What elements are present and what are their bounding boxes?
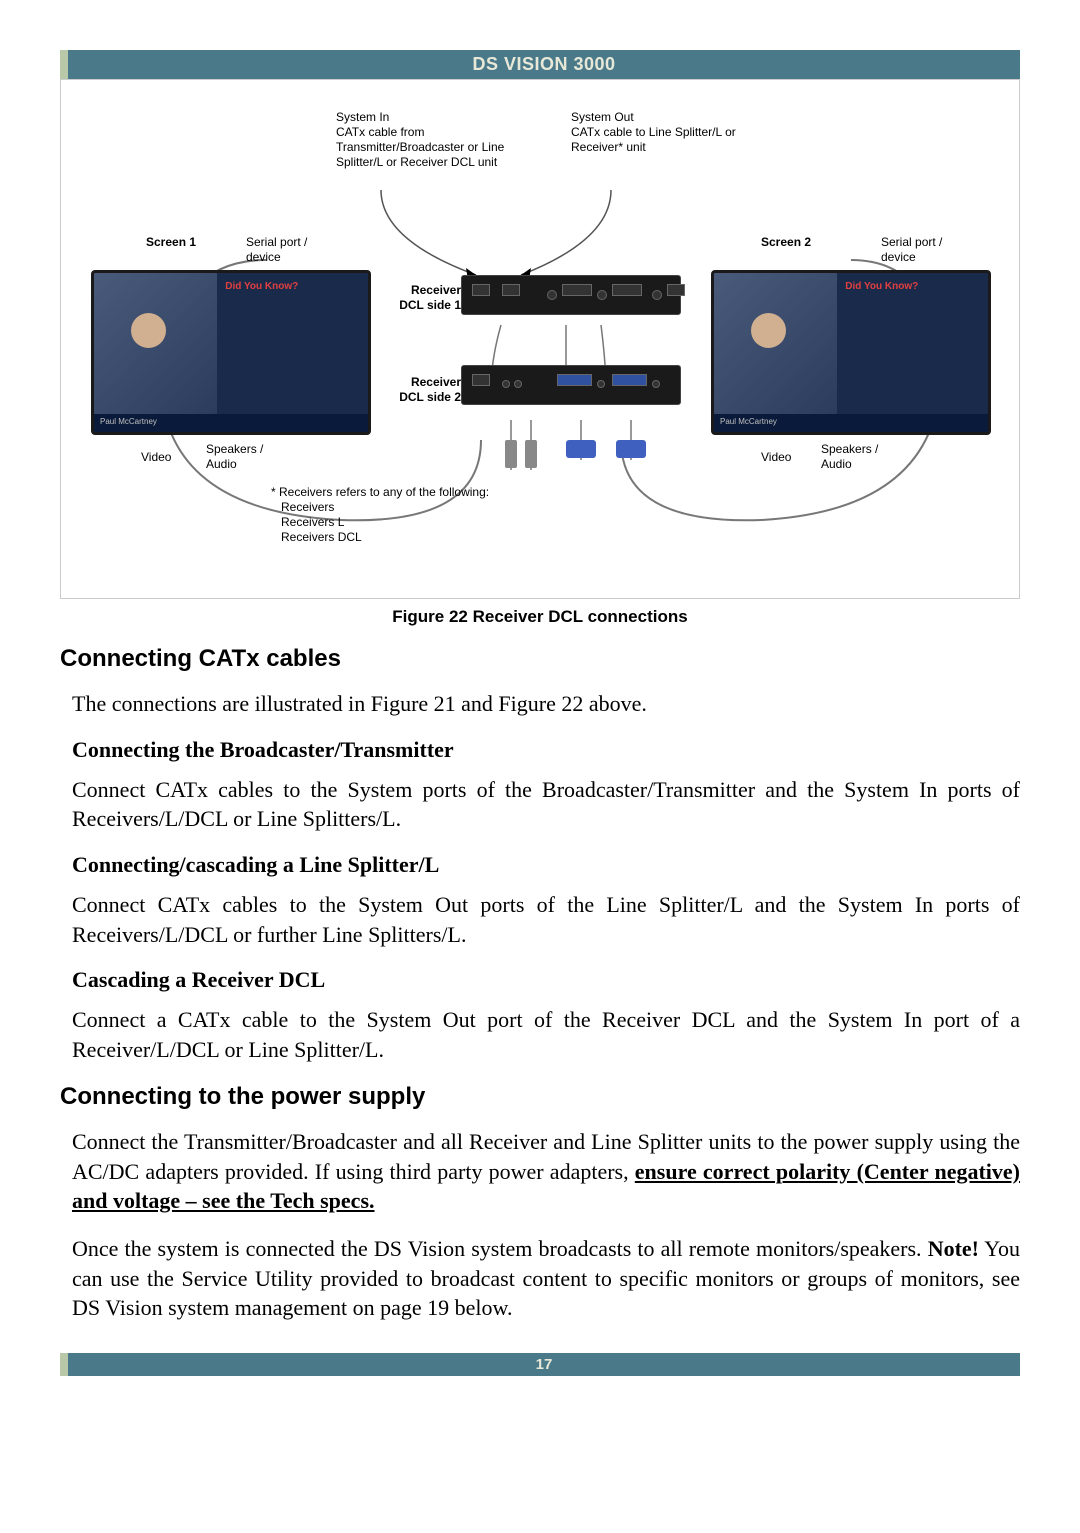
- label-speakers1: Speakers / Audio: [206, 442, 276, 472]
- footer-bar: 17: [60, 1353, 1020, 1376]
- page-number: 17: [536, 1356, 553, 1373]
- header-bar: DS VISION 3000: [60, 50, 1020, 79]
- label-recv1: Receiver DCL side 1: [391, 283, 461, 313]
- label-serial2: Serial port / device: [881, 235, 961, 265]
- receiver-dcl-2: [461, 365, 681, 405]
- page-root: DS VISION 3000 System: [0, 0, 1080, 1416]
- speaker-port-1b: [525, 440, 537, 468]
- label-video2: Video: [761, 450, 791, 465]
- label-screen2: Screen 2: [761, 235, 811, 250]
- heading-connecting-catx: Connecting CATx cables: [60, 645, 1020, 673]
- label-system-out: System Out CATx cable to Line Splitter/L…: [571, 110, 771, 155]
- para-1: The connections are illustrated in Figur…: [72, 689, 1020, 719]
- vga-port-2b: [616, 440, 646, 458]
- screen2: Did You Know? Paul McCartney: [711, 270, 991, 435]
- screen1: Did You Know? Paul McCartney: [91, 270, 371, 435]
- label-recv2: Receiver DCL side 2: [391, 375, 461, 405]
- label-video1: Video: [141, 450, 171, 465]
- label-system-in: System In CATx cable from Transmitter/Br…: [336, 110, 536, 170]
- heading-power-supply: Connecting to the power supply: [60, 1083, 1020, 1111]
- heading-line-splitter: Connecting/cascading a Line Splitter/L: [72, 852, 1020, 878]
- para-2: Connect CATx cables to the System ports …: [72, 775, 1020, 834]
- footnote: * Receivers refers to any of the followi…: [271, 485, 489, 545]
- receiver-dcl-1: [461, 275, 681, 315]
- para-6: Once the system is connected the DS Visi…: [72, 1234, 1020, 1323]
- figure-22-diagram: System In CATx cable from Transmitter/Br…: [60, 79, 1020, 599]
- label-screen1: Screen 1: [146, 235, 196, 250]
- header-title: DS VISION 3000: [472, 54, 615, 74]
- para-5: Connect the Transmitter/Broadcaster and …: [72, 1127, 1020, 1216]
- figure-caption: Figure 22 Receiver DCL connections: [60, 607, 1020, 627]
- para-4: Connect a CATx cable to the System Out p…: [72, 1005, 1020, 1064]
- label-speakers2: Speakers / Audio: [821, 442, 891, 472]
- para-3: Connect CATx cables to the System Out po…: [72, 890, 1020, 949]
- label-serial1: Serial port / device: [246, 235, 326, 265]
- heading-cascading-dcl: Cascading a Receiver DCL: [72, 967, 1020, 993]
- vga-port-2a: [566, 440, 596, 458]
- speaker-port-1a: [505, 440, 517, 468]
- heading-broadcaster: Connecting the Broadcaster/Transmitter: [72, 737, 1020, 763]
